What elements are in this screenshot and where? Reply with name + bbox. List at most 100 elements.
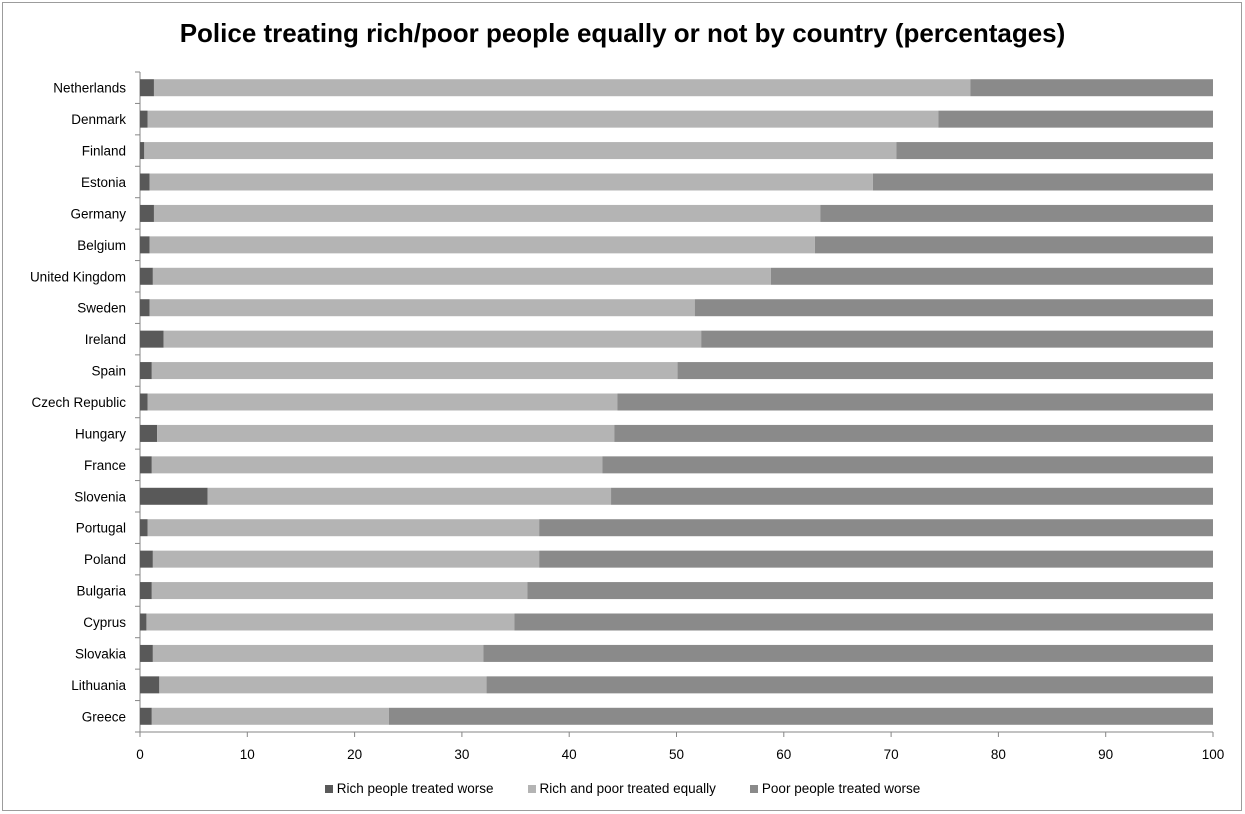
bar-segment-poor-worse xyxy=(694,299,1213,317)
bar-segment-rich-worse xyxy=(140,424,158,442)
bar-segment-rich-worse xyxy=(140,362,152,380)
bar-segment-equal xyxy=(151,582,528,600)
legend-label: Poor people treated worse xyxy=(761,781,921,796)
category-label: Ireland xyxy=(85,332,126,347)
bar-segment-rich-worse xyxy=(140,267,153,285)
category-label: Netherlands xyxy=(53,81,126,96)
legend-swatch xyxy=(527,784,536,793)
category-label: Poland xyxy=(84,552,126,567)
x-tick-label: 100 xyxy=(1202,747,1225,762)
category-label: France xyxy=(84,458,126,473)
bar-segment-poor-worse xyxy=(701,330,1213,348)
category-label: Belgium xyxy=(77,238,126,253)
legend-item: Rich people treated worse xyxy=(324,781,494,796)
category-label: Estonia xyxy=(81,175,127,190)
bar-segment-poor-worse xyxy=(814,236,1213,254)
category-label: Slovakia xyxy=(75,646,127,661)
bar-segment-equal xyxy=(149,299,695,317)
category-label: Lithuania xyxy=(71,678,126,693)
bar-segment-equal xyxy=(151,362,678,380)
bar-segment-rich-worse xyxy=(140,613,147,631)
bar-segment-poor-worse xyxy=(770,267,1213,285)
category-label: Germany xyxy=(70,206,126,221)
bar-segment-equal xyxy=(147,393,618,411)
bar-segment-poor-worse xyxy=(486,676,1214,694)
x-tick-label: 20 xyxy=(347,747,362,762)
bar-segment-rich-worse xyxy=(140,550,153,568)
bar-segment-equal xyxy=(157,424,615,442)
chart-legend: Rich people treated worse Rich and poor t… xyxy=(0,781,1245,796)
bar-segment-rich-worse xyxy=(140,142,145,160)
bar-segment-poor-worse xyxy=(970,79,1213,97)
bar-segment-rich-worse xyxy=(140,330,164,348)
category-label: Portugal xyxy=(76,521,126,536)
bar-segment-rich-worse xyxy=(140,582,152,600)
category-label: Bulgaria xyxy=(76,584,126,599)
x-tick-label: 40 xyxy=(562,747,577,762)
bar-segment-rich-worse xyxy=(140,173,150,191)
bar-segment-equal xyxy=(144,142,897,160)
x-tick-label: 50 xyxy=(669,747,684,762)
bar-segment-rich-worse xyxy=(140,236,150,254)
bar-segment-poor-worse xyxy=(514,613,1213,631)
bar-segment-equal xyxy=(147,110,939,128)
bar-segment-equal xyxy=(151,707,389,725)
bar-segment-equal xyxy=(153,79,971,97)
bar-segment-rich-worse xyxy=(140,487,208,505)
bar-segment-equal xyxy=(149,173,873,191)
bar-segment-poor-worse xyxy=(872,173,1213,191)
bar-segment-poor-worse xyxy=(614,424,1213,442)
bar-segment-equal xyxy=(163,330,702,348)
bar-segment-poor-worse xyxy=(611,487,1213,505)
x-tick-label: 70 xyxy=(884,747,899,762)
x-tick-label: 10 xyxy=(240,747,255,762)
category-label: Hungary xyxy=(75,426,126,441)
bar-segment-poor-worse xyxy=(617,393,1213,411)
legend-swatch xyxy=(324,784,333,793)
legend-label: Rich and poor treated equally xyxy=(539,781,716,796)
bar-segment-poor-worse xyxy=(820,204,1213,222)
legend-item: Poor people treated worse xyxy=(749,781,921,796)
category-label: United Kingdom xyxy=(30,269,126,284)
bar-segment-poor-worse xyxy=(539,550,1213,568)
chart-title: Police treating rich/poor people equally… xyxy=(179,18,1066,48)
bar-segment-poor-worse xyxy=(896,142,1213,160)
bar-segment-equal xyxy=(152,644,484,662)
bar-segment-rich-worse xyxy=(140,393,148,411)
category-label: Cyprus xyxy=(83,615,126,630)
category-label: Spain xyxy=(91,364,126,379)
bar-segment-poor-worse xyxy=(483,644,1213,662)
bar-segment-poor-worse xyxy=(539,519,1213,537)
bar-segment-rich-worse xyxy=(140,204,154,222)
bar-segment-rich-worse xyxy=(140,110,148,128)
bar-segment-equal xyxy=(152,267,771,285)
legend-label: Rich people treated worse xyxy=(336,781,494,796)
category-label: Czech Republic xyxy=(31,395,126,410)
bar-segment-rich-worse xyxy=(140,676,160,694)
bar-segment-rich-worse xyxy=(140,79,154,97)
category-label: Finland xyxy=(82,144,126,159)
bar-segment-rich-worse xyxy=(140,456,152,474)
legend-item: Rich and poor treated equally xyxy=(527,781,716,796)
bar-segment-poor-worse xyxy=(602,456,1213,474)
bar-segment-poor-worse xyxy=(938,110,1213,128)
bar-segment-poor-worse xyxy=(677,362,1213,380)
category-label: Slovenia xyxy=(74,489,126,504)
category-label: Denmark xyxy=(71,112,126,127)
bar-segment-equal xyxy=(152,550,540,568)
x-tick-label: 60 xyxy=(776,747,791,762)
x-tick-label: 0 xyxy=(136,747,144,762)
bar-segment-equal xyxy=(147,519,540,537)
bar-segment-rich-worse xyxy=(140,299,150,317)
bar-segment-rich-worse xyxy=(140,707,152,725)
bar-segment-equal xyxy=(149,236,815,254)
legend-swatch xyxy=(749,784,758,793)
bar-segment-equal xyxy=(151,456,603,474)
x-tick-label: 90 xyxy=(1098,747,1113,762)
bar-segment-rich-worse xyxy=(140,644,153,662)
category-label: Greece xyxy=(82,709,126,724)
bar-segment-poor-worse xyxy=(527,582,1213,600)
bar-segment-equal xyxy=(207,487,612,505)
bar-segment-rich-worse xyxy=(140,519,148,537)
